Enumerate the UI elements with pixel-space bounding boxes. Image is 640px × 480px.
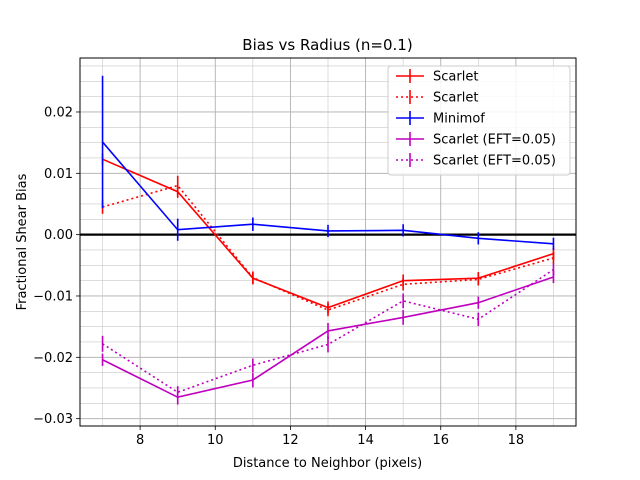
x-tick-label: 18 [508, 433, 525, 448]
series-4 [101, 263, 555, 399]
legend: Scarlet Scarlet Minimof Scarlet (EFT=0.05) S… [387, 65, 571, 176]
x-tick-label: 8 [136, 433, 144, 448]
x-axis-title: Distance to Neighbor (pixels) [233, 456, 422, 471]
axis-ticks: 8 10 12 14 16 18 −0.03 −0.02 −0.01 0.00 0.01 0.02 [33, 105, 524, 448]
y-axis-title: Fractional Shear Bias [15, 173, 30, 310]
series-2 [101, 75, 555, 250]
y-tick-label: 0.02 [44, 105, 73, 120]
y-tick-label: 0.00 [44, 228, 73, 243]
x-tick-label: 12 [282, 433, 299, 448]
legend-label: Scarlet [433, 70, 478, 85]
series-group [80, 75, 576, 405]
y-tick-label: 0.01 [44, 167, 73, 182]
chart-title: Bias vs Radius (n=0.1) [242, 36, 412, 54]
legend-label: Scarlet (EFT=0.05) [433, 154, 556, 169]
plot-frame [79, 57, 577, 427]
legend-label: Minimof [433, 112, 485, 127]
y-tick-label: −0.01 [33, 289, 73, 304]
y-tick-label: −0.02 [33, 351, 73, 366]
x-tick-label: 10 [207, 433, 224, 448]
y-tick-label: −0.03 [33, 412, 73, 427]
legend-label: Scarlet (EFT=0.05) [433, 133, 556, 148]
legend-box [387, 65, 571, 176]
legend-label: Scarlet [433, 91, 478, 106]
x-tick-label: 14 [357, 433, 374, 448]
x-tick-label: 16 [432, 433, 449, 448]
